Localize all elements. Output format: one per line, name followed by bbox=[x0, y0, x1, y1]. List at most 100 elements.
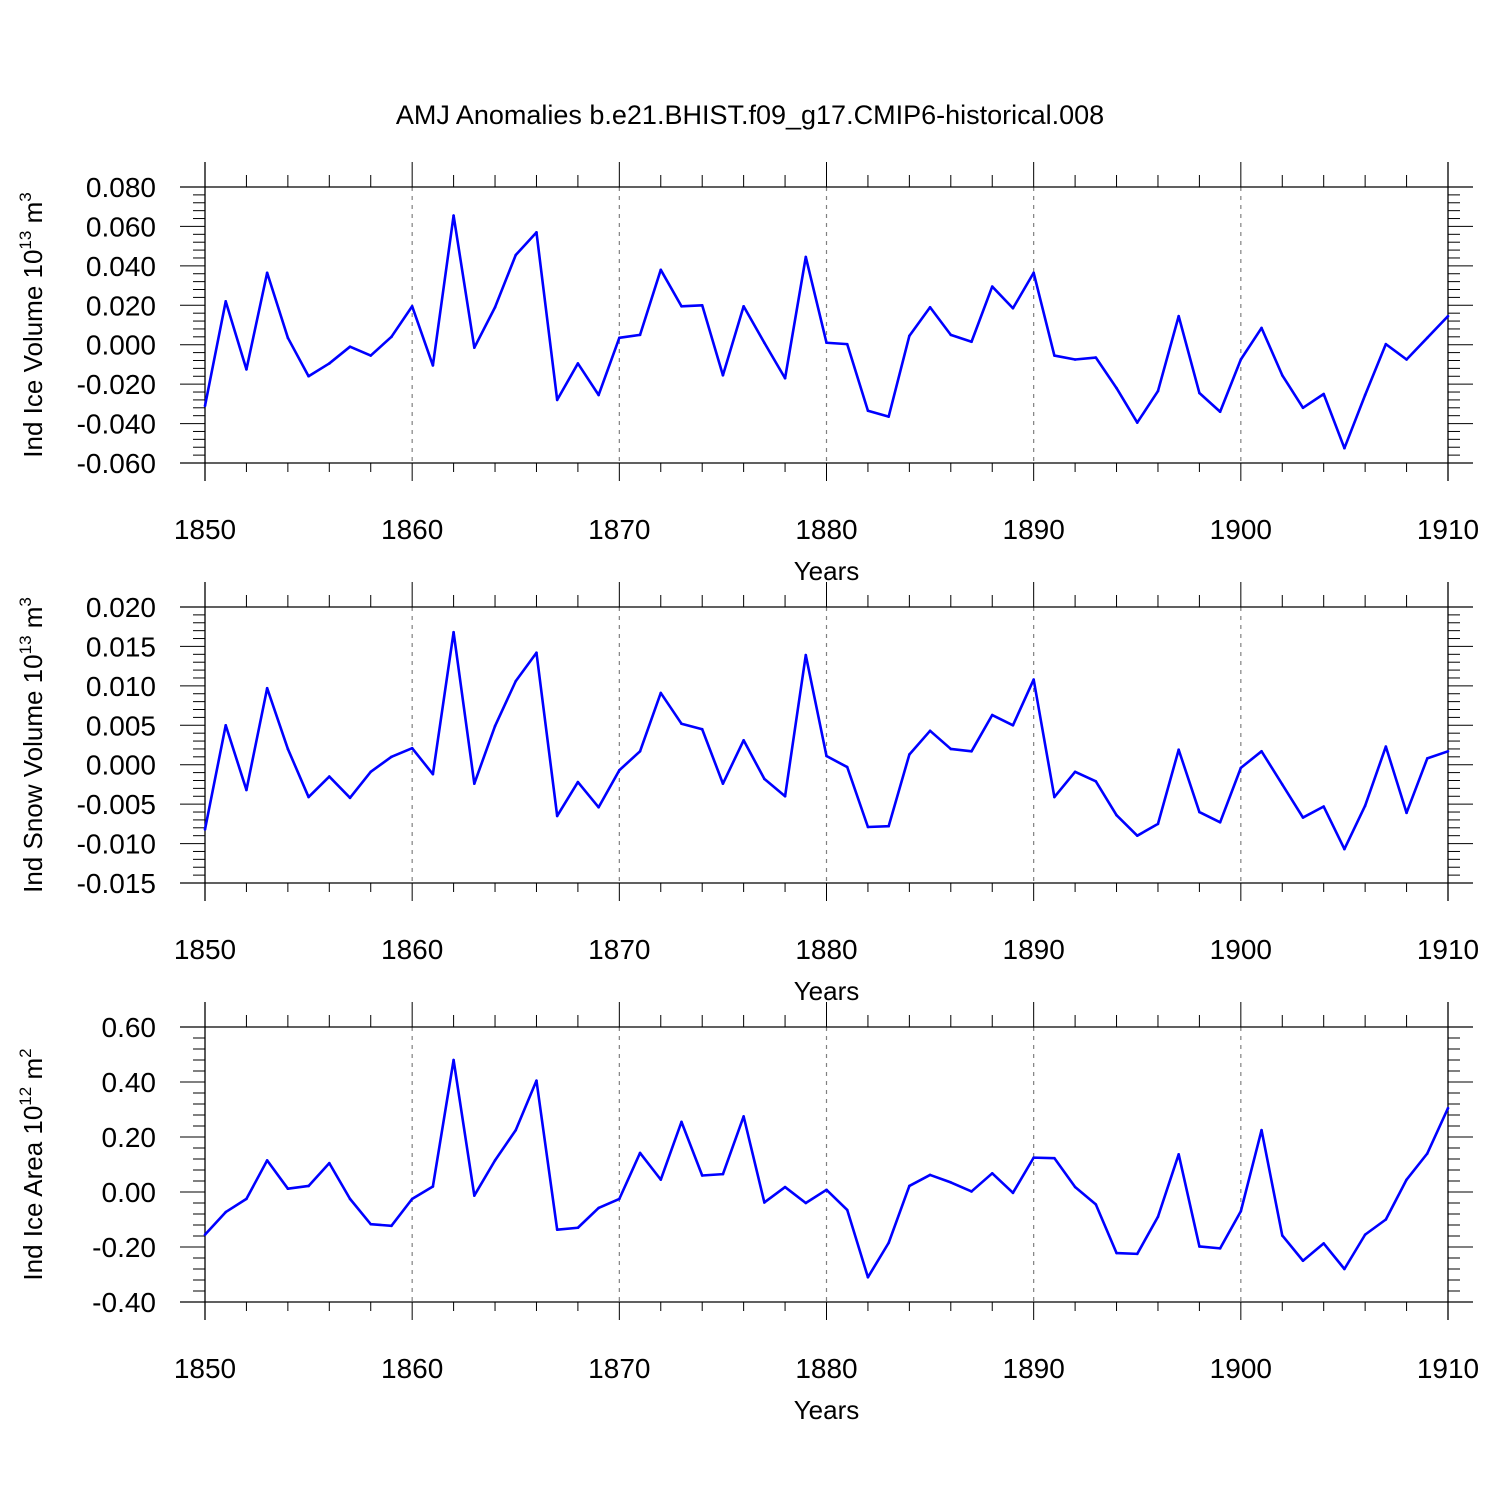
y-tick-label: -0.020 bbox=[77, 369, 156, 400]
y-tick-label: 0.000 bbox=[86, 750, 156, 781]
data-point bbox=[700, 727, 704, 731]
data-point bbox=[576, 1226, 580, 1230]
data-point bbox=[431, 364, 435, 367]
data-point bbox=[949, 1181, 953, 1184]
y-tick-label: 0.005 bbox=[86, 710, 156, 741]
data-point bbox=[1053, 354, 1056, 357]
x-axis-label: Years bbox=[794, 976, 860, 1006]
data-point bbox=[473, 782, 476, 785]
data-point bbox=[721, 373, 725, 377]
data-point bbox=[555, 398, 559, 402]
data-point bbox=[452, 1058, 455, 1062]
data-point bbox=[1156, 389, 1160, 393]
data-point bbox=[1032, 678, 1035, 681]
data-point bbox=[970, 340, 973, 344]
data-point bbox=[659, 268, 663, 272]
data-point bbox=[369, 354, 373, 357]
data-point bbox=[452, 214, 455, 217]
data-point bbox=[825, 1188, 828, 1192]
data-point bbox=[763, 1201, 766, 1204]
data-point bbox=[970, 1190, 973, 1193]
data-point bbox=[1218, 410, 1222, 414]
y-tick-label: 0.020 bbox=[86, 290, 156, 321]
data-point bbox=[514, 1128, 518, 1132]
x-tick-label: 1850 bbox=[174, 934, 236, 965]
data-point bbox=[990, 285, 994, 288]
chart-panel-2: 0.020 0.015 0.010 0.005 0.000 -0.005 -0.010 -0.… bbox=[16, 582, 1479, 1006]
data-point bbox=[700, 1174, 704, 1177]
data-point bbox=[286, 747, 290, 751]
data-point bbox=[431, 772, 435, 776]
x-tick-label: 1890 bbox=[1003, 514, 1065, 545]
data-point bbox=[1425, 1152, 1429, 1155]
data-point bbox=[928, 1173, 932, 1177]
y-tick-label: -0.015 bbox=[77, 868, 156, 899]
x-tick-label: 1880 bbox=[795, 934, 857, 965]
x-tick-label: 1870 bbox=[588, 1353, 650, 1384]
data-point bbox=[328, 775, 331, 778]
data-point bbox=[535, 651, 538, 655]
data-point bbox=[203, 1233, 207, 1236]
x-axis-label: Years bbox=[794, 1395, 860, 1425]
y-axis-label: Ind Snow Volume 1013 m3 bbox=[16, 597, 48, 893]
data-point bbox=[1301, 1259, 1305, 1263]
data-point bbox=[638, 333, 642, 337]
data-point bbox=[576, 362, 580, 365]
data-point bbox=[286, 336, 290, 340]
data-point bbox=[804, 1201, 808, 1205]
data-point bbox=[555, 814, 559, 818]
data-point bbox=[514, 253, 518, 257]
figure-title: AMJ Anomalies b.e21.BHIST.f09_g17.CMIP6-… bbox=[396, 100, 1104, 130]
y-tick-label: -0.060 bbox=[77, 448, 156, 479]
data-point bbox=[390, 335, 393, 339]
data-point bbox=[1322, 1242, 1325, 1245]
data-point bbox=[1280, 1234, 1284, 1237]
data-point bbox=[576, 780, 580, 784]
data-point bbox=[1218, 1247, 1222, 1250]
data-point bbox=[845, 1208, 849, 1212]
data-point bbox=[700, 303, 704, 307]
data-point bbox=[1135, 421, 1139, 424]
data-point bbox=[990, 713, 994, 717]
data-point bbox=[1198, 1245, 1201, 1248]
data-point bbox=[1239, 358, 1243, 361]
y-axis-label: Ind Ice Area 1012 m2 bbox=[16, 1048, 48, 1280]
data-point bbox=[348, 345, 352, 348]
x-tick-label: 1900 bbox=[1210, 1353, 1272, 1384]
data-point bbox=[1301, 406, 1305, 410]
data-point bbox=[597, 1206, 600, 1210]
data-point bbox=[1135, 834, 1139, 837]
data-point bbox=[493, 1159, 497, 1162]
data-point bbox=[493, 724, 497, 728]
y-tick-label: -0.005 bbox=[77, 789, 156, 820]
data-point bbox=[1032, 271, 1035, 275]
data-point bbox=[410, 1197, 414, 1201]
data-point bbox=[1177, 748, 1180, 752]
data-point bbox=[1115, 813, 1118, 817]
y-tick-label: -0.040 bbox=[77, 409, 156, 440]
data-point bbox=[1135, 1252, 1139, 1256]
data-point bbox=[369, 1222, 373, 1226]
data-point bbox=[680, 304, 683, 308]
x-tick-label: 1900 bbox=[1210, 934, 1272, 965]
data-point bbox=[452, 630, 455, 634]
data-point bbox=[1301, 816, 1305, 819]
data-point bbox=[1343, 1267, 1346, 1271]
x-axis-label: Years bbox=[794, 556, 860, 586]
data-point bbox=[1198, 391, 1201, 395]
data-point bbox=[348, 796, 352, 800]
data-point bbox=[1094, 779, 1098, 783]
data-point bbox=[887, 1241, 890, 1245]
data-point bbox=[265, 1159, 269, 1162]
x-tick-label: 1870 bbox=[588, 934, 650, 965]
data-point bbox=[721, 782, 725, 785]
data-point bbox=[1343, 446, 1346, 450]
data-point bbox=[555, 1228, 559, 1231]
data-point bbox=[597, 393, 600, 397]
data-point bbox=[721, 1172, 725, 1176]
data-point bbox=[680, 722, 683, 726]
data-point bbox=[1073, 1185, 1077, 1189]
data-point bbox=[680, 1120, 683, 1124]
data-point bbox=[1260, 326, 1263, 330]
data-point bbox=[493, 305, 497, 309]
